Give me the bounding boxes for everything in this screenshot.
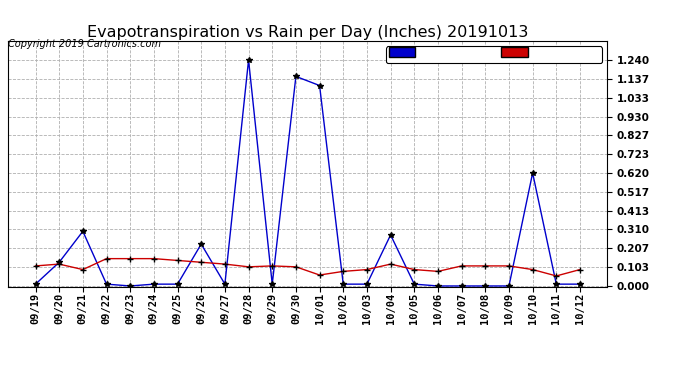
Legend: Rain  (Inches), ET  (Inches): Rain (Inches), ET (Inches)	[386, 46, 602, 63]
Title: Evapotranspiration vs Rain per Day (Inches) 20191013: Evapotranspiration vs Rain per Day (Inch…	[87, 25, 529, 40]
Text: Copyright 2019 Cartronics.com: Copyright 2019 Cartronics.com	[8, 39, 161, 50]
